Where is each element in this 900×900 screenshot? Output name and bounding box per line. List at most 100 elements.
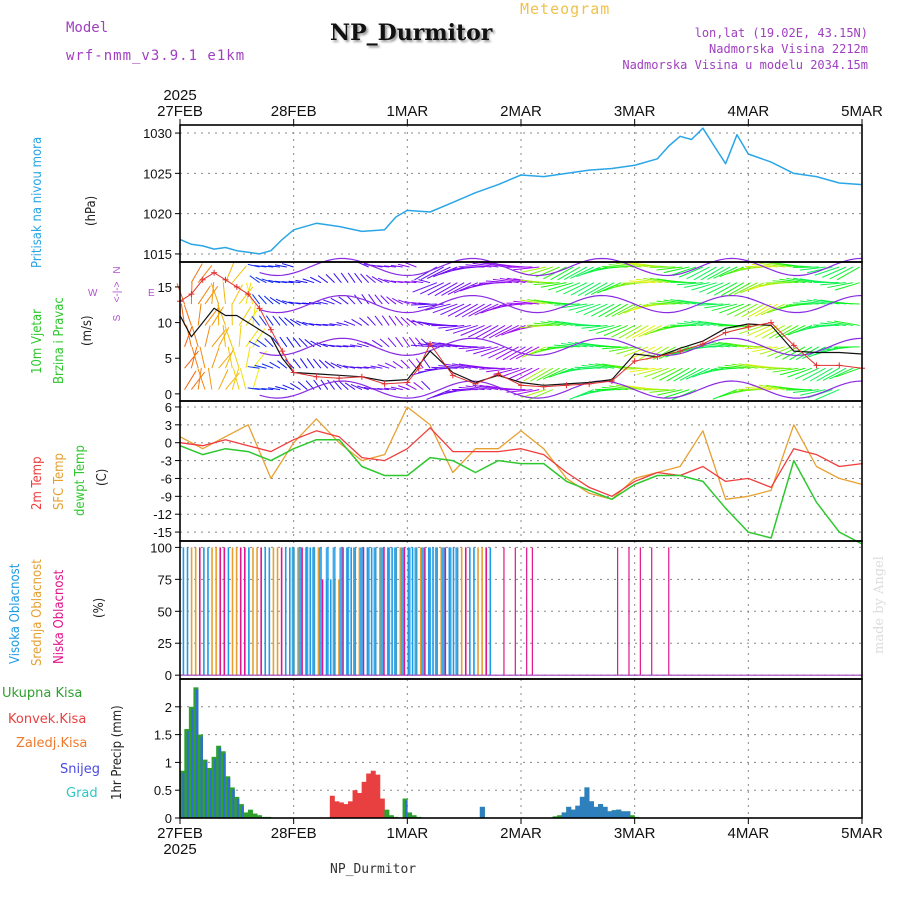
wind-arrow: [513, 266, 540, 271]
wind-arrow: [622, 262, 649, 268]
wind-arrow: [239, 368, 247, 390]
wind-arrow: [204, 325, 211, 347]
wind-arrow: [686, 266, 710, 280]
snow-bar: [575, 805, 581, 818]
wind-arrow: [774, 346, 799, 359]
pressure-series-line: [179, 127, 863, 255]
grid-layer: [179, 125, 863, 819]
frames-layer: [175, 119, 863, 824]
wind-arrow: [272, 315, 281, 326]
wind-arrow: [292, 358, 301, 369]
model-name: wrf-nmm_v3.9.1 e1km: [66, 48, 246, 64]
precip-tick-label: 2: [165, 700, 172, 715]
wind-arrow: [218, 327, 230, 348]
wind-arrow: [365, 274, 376, 284]
wind-arrow: [690, 320, 717, 326]
wind-arrow: [224, 325, 233, 347]
wind-arrow: [252, 303, 257, 326]
wind-speed-contour: [259, 380, 863, 399]
wind-arrow: [295, 302, 308, 305]
wind-arrow: [211, 306, 224, 326]
wind-arrow: [346, 295, 356, 305]
wind-arrow: [495, 324, 519, 338]
wind-arrows-layer: [176, 257, 863, 401]
cloud-bar: [441, 547, 445, 676]
wind-arrow: [333, 273, 342, 283]
wind-arrow: [618, 325, 642, 339]
wind-arrow: [383, 387, 397, 391]
wind-arrow: [258, 315, 267, 326]
compass-s-label: S: [112, 314, 123, 321]
wind-arrow: [693, 266, 717, 281]
wind-arrow: [792, 389, 819, 394]
wind-arrow: [412, 282, 438, 293]
wind-arrow: [698, 282, 724, 293]
wind-arrow: [238, 306, 252, 326]
wind-arrow: [775, 325, 799, 339]
wind-arrow: [520, 266, 547, 273]
wind-arrow: [261, 278, 274, 284]
precip-legend-freezing: Zaledj.Kisa: [16, 736, 88, 751]
precip-tick-label: 1: [165, 755, 172, 770]
wind-arrow: [371, 339, 383, 348]
wind-arrow: [282, 384, 294, 391]
wind-arrow: [533, 282, 560, 286]
wind-arrow: [386, 296, 397, 305]
wind-arrow: [412, 319, 424, 326]
wind-arrow: [371, 276, 383, 284]
wind-arrow: [318, 359, 329, 369]
temp-2m-line: [179, 427, 863, 497]
wind-arrow: [357, 261, 369, 268]
wind-arrow: [663, 266, 690, 274]
wind-arrow: [247, 263, 260, 268]
wind-arrow: [281, 281, 294, 284]
wind-arrow: [350, 383, 363, 391]
wind-arrow: [563, 266, 588, 280]
snow-bar: [195, 689, 199, 818]
wind-arrow: [397, 263, 410, 268]
wind-arrow: [713, 266, 738, 279]
wind-arrow: [431, 366, 458, 369]
wind-arrow: [588, 363, 615, 369]
wind-arrow: [249, 275, 260, 284]
wind-arrow: [629, 367, 656, 373]
wind-arrow: [282, 300, 294, 305]
wind-arrow: [754, 324, 779, 338]
wind-arrow: [581, 324, 608, 329]
wind-arrow: [515, 346, 540, 360]
wind-arrow: [231, 347, 240, 369]
wind-arrow: [792, 302, 819, 305]
wind-arrow: [815, 389, 840, 401]
wind-arrow: [292, 337, 301, 348]
wind-arrow: [284, 317, 294, 326]
wind-arrow: [377, 277, 390, 284]
wind-arrow: [829, 367, 854, 380]
cloud-bar: [318, 547, 322, 676]
precip-bar: [388, 815, 394, 818]
cloud-bar: [332, 547, 336, 676]
wind-arrow: [676, 282, 703, 286]
wind-arrow: [359, 317, 370, 326]
wind-arrow: [254, 364, 267, 369]
wind-arrow: [312, 358, 322, 369]
wind-arrow: [329, 344, 342, 348]
year-label-top: 2025: [163, 87, 196, 104]
location-altitude: Nadmorska Visina 2212m: [709, 42, 868, 56]
wind-arrow: [349, 344, 362, 348]
wind-arrow: [834, 282, 860, 291]
wind-arrow: [569, 389, 594, 400]
x-label-bottom: 5MAR: [841, 825, 883, 842]
wind-arrow: [482, 325, 506, 339]
wind-arrow: [302, 321, 315, 326]
wind-arrow: [261, 387, 274, 391]
wind-arrow: [754, 303, 779, 317]
cloud-bar: [353, 547, 357, 676]
snow-bar: [405, 800, 408, 818]
wind-arrow: [623, 346, 649, 357]
wind-tick-label: 5: [165, 351, 172, 366]
wind-arrow: [479, 384, 506, 391]
wind-arrow: [295, 279, 308, 284]
wind-arrow: [540, 321, 567, 326]
wind-arrow: [752, 346, 778, 353]
wind-arrow: [475, 325, 499, 339]
